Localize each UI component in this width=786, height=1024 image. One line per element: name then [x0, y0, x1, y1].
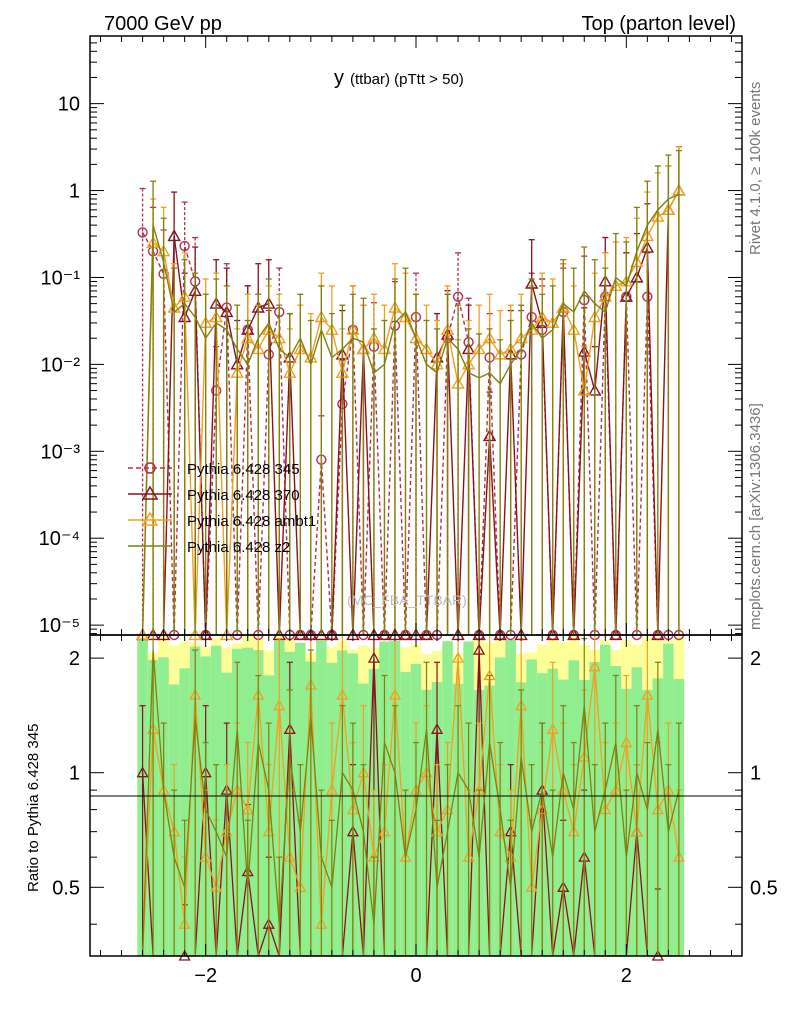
- ratio-point: [325, 783, 338, 795]
- axes-group: −2 0 2 10⁻⁵ 10⁻⁴ 10⁻³ 10⁻² 10⁻¹ 1 10 0.5 0.5 1 1 2 2: [39, 35, 778, 987]
- legend-marker-ambt1: [141, 511, 159, 526]
- ratio-y-tick-label-left: 0.5: [52, 877, 80, 899]
- y-tick-label: 10⁻⁵: [39, 615, 80, 637]
- ratio-point: [588, 660, 601, 672]
- y-tick-label: 10: [58, 94, 80, 116]
- data-point: [179, 240, 190, 252]
- ratio-y-tick-label-right: 0.5: [750, 877, 778, 899]
- energy-label: 7000 GeV pp: [104, 13, 222, 35]
- ratio-point: [472, 643, 486, 655]
- series-3: [141, 149, 682, 636]
- main-series-group: [135, 145, 686, 641]
- ratio-line: [141, 658, 680, 957]
- series-line: [142, 190, 680, 636]
- ratio-point: [620, 736, 633, 748]
- legend-item-345: Pythia 6.428 345: [128, 461, 300, 478]
- ratio-series-2: [141, 634, 682, 957]
- ratio-y-tick-label-right: 1: [750, 763, 761, 785]
- data-point: [452, 291, 464, 302]
- plot-subtitle: (ttbar) (pTtt > 50): [350, 71, 464, 88]
- legend-marker-345: [144, 462, 156, 474]
- rivet-version-label: Rivet 4.1.0, ≥ 100k events: [747, 82, 764, 255]
- y-tick-label: 10⁻²: [41, 354, 81, 376]
- legend-item-z2: Pythia 6.428 z2: [128, 539, 290, 556]
- ratio-point: [546, 722, 559, 734]
- legend-marker-370: [141, 485, 159, 500]
- legend-label-z2: Pythia 6.428 z2: [187, 539, 290, 556]
- plot-title: y: [334, 67, 344, 89]
- ratio-point: [641, 688, 654, 700]
- x-tick-label: 2: [621, 965, 632, 987]
- x-tick-label: −2: [194, 965, 217, 987]
- data-point: [137, 227, 148, 238]
- legend-label-370: Pythia 6.428 370: [187, 487, 300, 504]
- ratio-point: [430, 722, 444, 734]
- series-line: [141, 193, 680, 636]
- x-tick-label: 0: [410, 965, 421, 987]
- legend-label-345: Pythia 6.428 345: [187, 461, 300, 478]
- ratio-point: [367, 651, 381, 663]
- ratio-band-inner: [179, 668, 190, 956]
- ratio-point: [273, 699, 286, 711]
- process-label: Top (parton level): [581, 13, 736, 35]
- ratio-y-tick-label-left: 1: [69, 763, 80, 785]
- legend-item-370: Pythia 6.428 370: [128, 485, 300, 504]
- y-tick-label: 1: [69, 181, 80, 203]
- y-tick-label: 10⁻³: [41, 441, 81, 463]
- series-line: [141, 232, 679, 636]
- legend-item-ambt1: Pythia 6.428 ambt1: [128, 511, 316, 530]
- ratio-point: [388, 688, 402, 700]
- legend: Pythia 6.428 345 Pythia 6.428 370 Pythia…: [128, 461, 316, 556]
- ratio-line: [141, 649, 680, 957]
- ratio-point: [336, 688, 349, 700]
- legend-label-ambt1: Pythia 6.428 ambt1: [187, 513, 316, 530]
- y-tick-label: 10⁻¹: [41, 267, 81, 289]
- ratio-ylabel: Ratio to Pythia 6.428 345: [25, 724, 42, 892]
- ratio-series-group: [136, 634, 686, 961]
- ratio-point: [241, 803, 254, 815]
- mcplots-label: mcplots.cern.ch [arXiv:1306.3436]: [747, 403, 764, 630]
- y-tick-label: 10⁻⁴: [39, 528, 80, 550]
- ratio-y-tick-label-left: 2: [69, 648, 80, 670]
- ratio-point: [451, 651, 465, 663]
- ratio-point: [136, 766, 149, 778]
- series-line: [141, 190, 680, 636]
- ratio-y-tick-label-right: 2: [750, 648, 761, 670]
- analysis-label: (MC_FBA_TTBAR): [347, 592, 467, 608]
- data-point: [167, 229, 181, 242]
